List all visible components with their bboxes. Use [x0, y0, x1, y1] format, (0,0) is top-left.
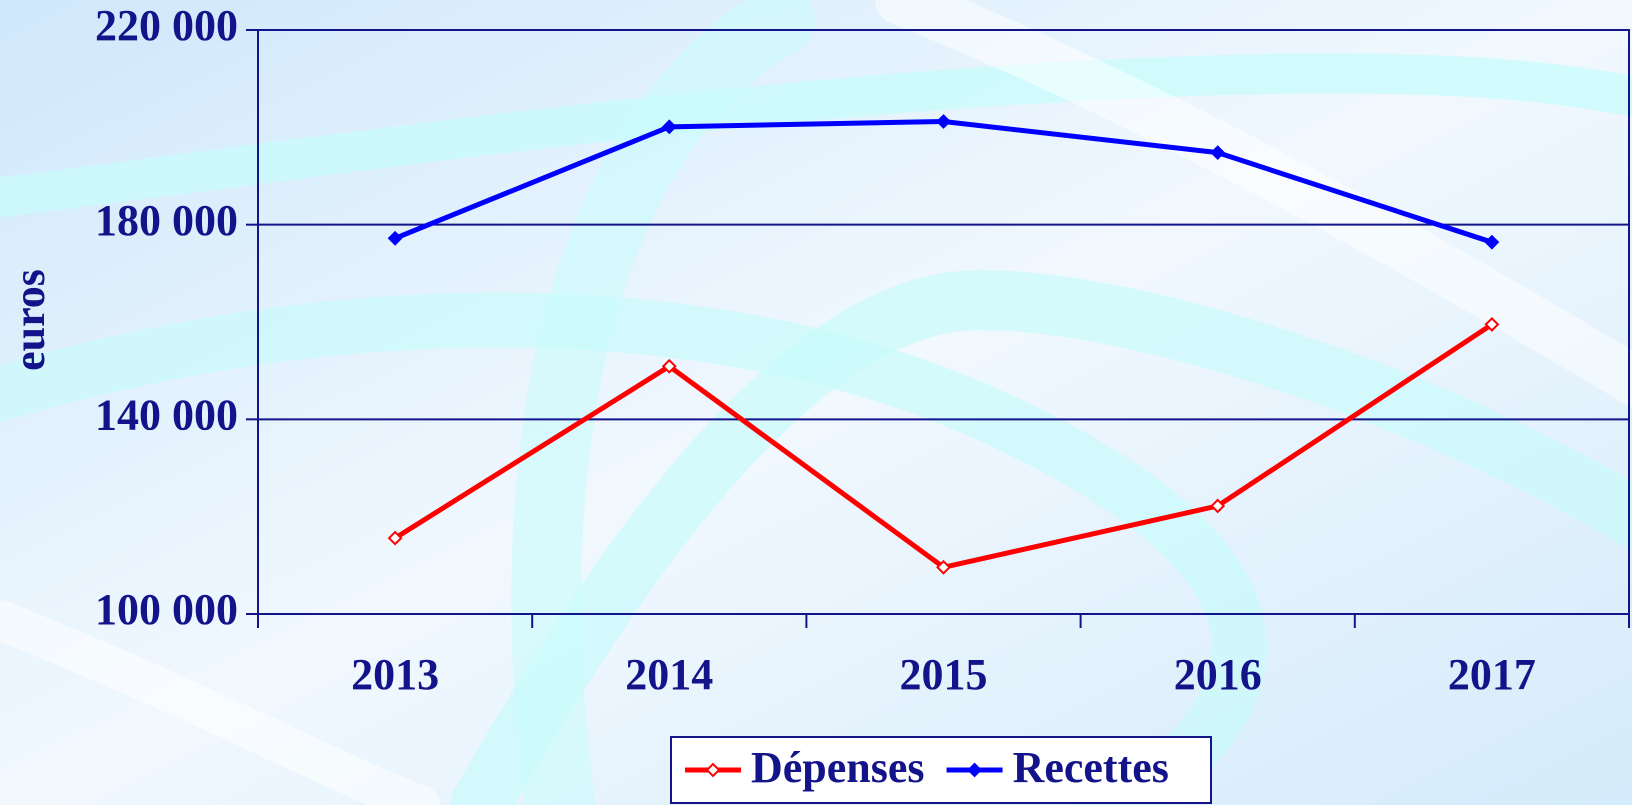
y-tick-label: 220 000: [95, 1, 238, 50]
legend: Dépenses Recettes: [671, 737, 1211, 803]
x-tick-label: 2017: [1448, 650, 1536, 699]
legend-label: Dépenses: [751, 743, 925, 792]
x-tick-label: 2016: [1174, 650, 1262, 699]
chart: euros 100 000 140 000 180 000 220 000 2013 20…: [0, 0, 1632, 805]
y-tick-label: 140 000: [95, 390, 238, 439]
y-tick-label: 100 000: [95, 585, 238, 634]
x-tick-label: 2014: [625, 650, 713, 699]
legend-label: Recettes: [1013, 743, 1169, 792]
x-tick-label: 2015: [900, 650, 988, 699]
y-axis-label: euros: [5, 269, 54, 371]
x-tick-label: 2013: [351, 650, 439, 699]
page: euros 100 000 140 000 180 000 220 000 2013 20…: [0, 0, 1632, 805]
y-tick-label: 180 000: [95, 196, 238, 245]
